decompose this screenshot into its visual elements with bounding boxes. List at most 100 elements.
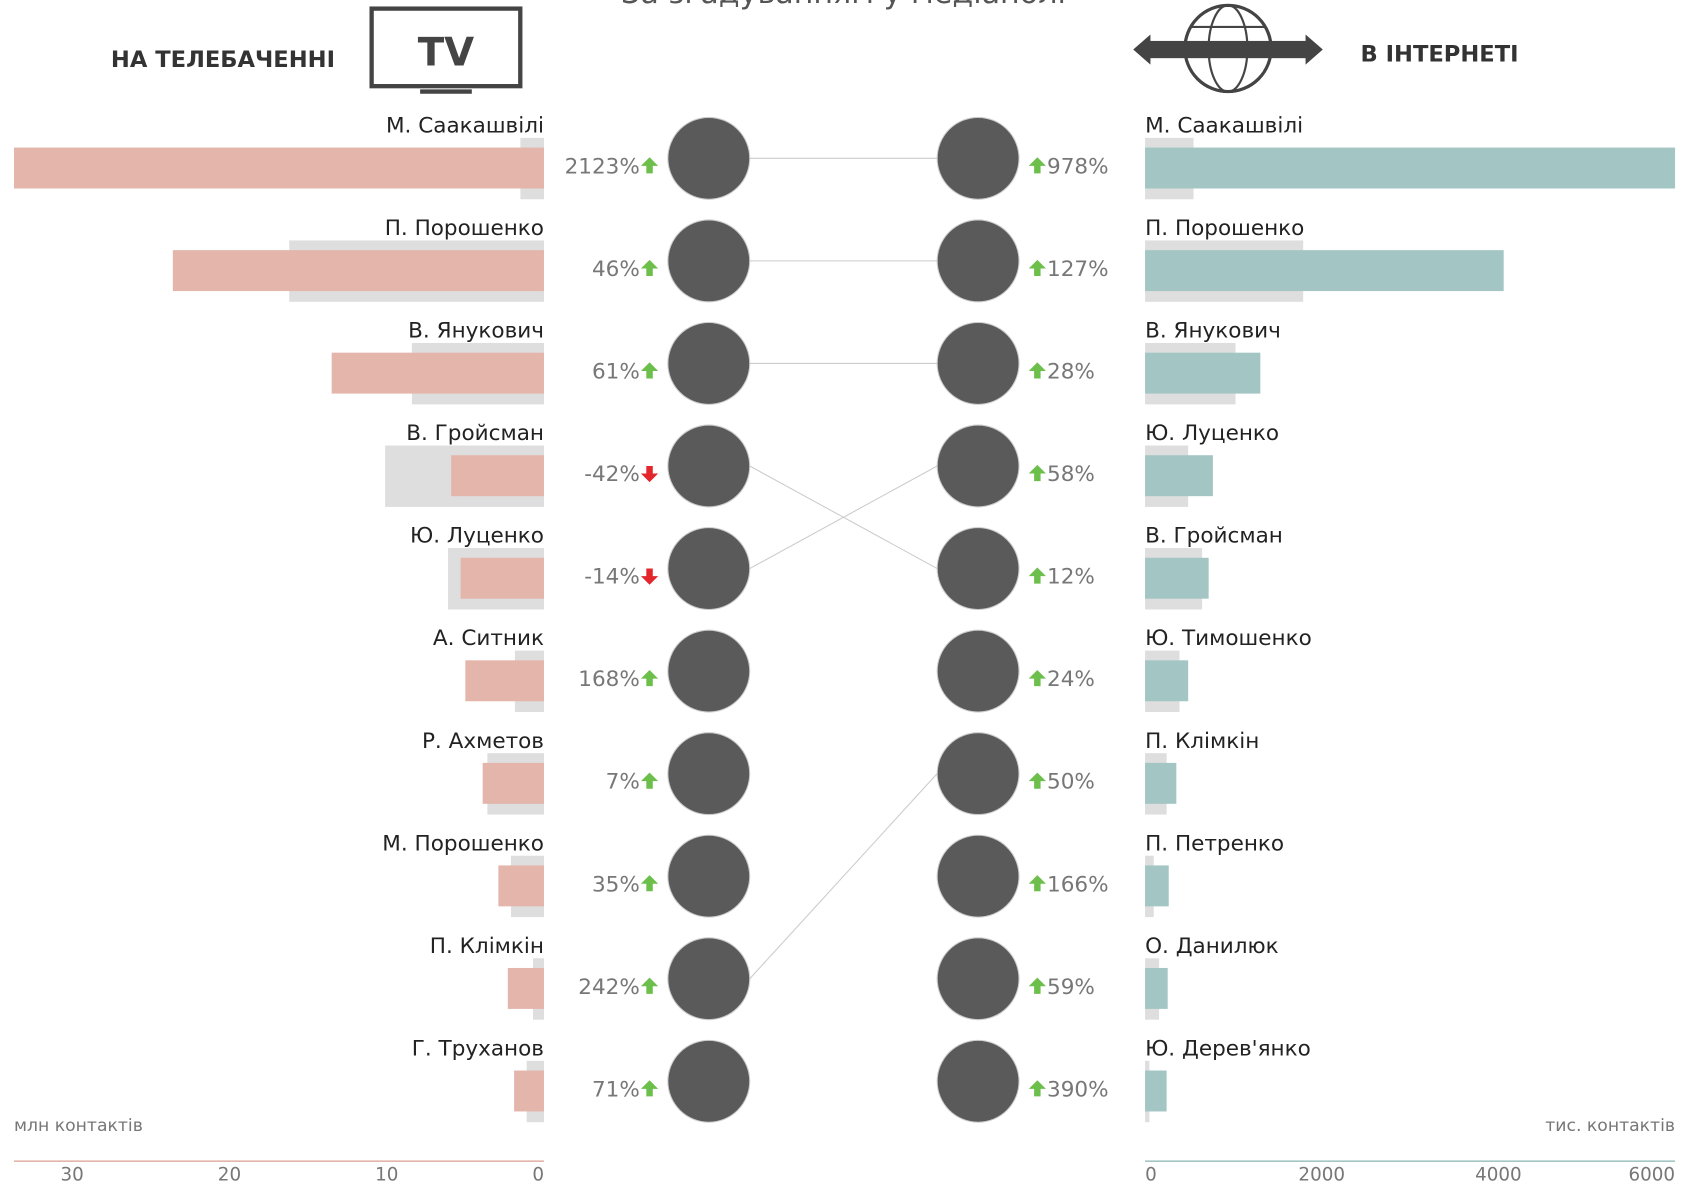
- person-name: М. Саакашвілі: [1145, 113, 1303, 138]
- bar: [498, 865, 544, 906]
- change-label: 7%: [606, 770, 640, 795]
- connector-layer: [750, 158, 937, 978]
- change-label: 12%: [1047, 565, 1095, 590]
- change-label: 166%: [1047, 872, 1109, 897]
- person-name: Ю. Тимошенко: [1145, 626, 1312, 651]
- portrait: [937, 630, 1019, 712]
- title: За згадуванням у медіаполі: [621, 0, 1066, 11]
- portrait: [668, 528, 750, 610]
- portrait: [937, 835, 1019, 917]
- bar: [1145, 1071, 1167, 1112]
- portrait: [937, 528, 1019, 610]
- portrait: [668, 630, 750, 712]
- bar: [461, 558, 544, 599]
- portrait: [937, 220, 1019, 302]
- change-arrow: [1029, 465, 1046, 481]
- portrait: [668, 938, 750, 1020]
- change-arrow: [1029, 773, 1046, 789]
- bar: [1145, 353, 1260, 394]
- change-label: 58%: [1047, 462, 1095, 487]
- change-label: 168%: [578, 667, 640, 692]
- canvas: За згадуванням у медіаполі НА ТЕЛЕБАЧЕНН…: [14, 0, 1675, 1181]
- change-arrow: [641, 978, 658, 994]
- portrait: [937, 733, 1019, 815]
- x-tick-label: 20: [218, 1165, 241, 1181]
- change-label: 2123%: [565, 154, 640, 179]
- person-name: В. Янукович: [408, 319, 544, 344]
- person-name: В. Гройсман: [1145, 524, 1283, 549]
- change-label: 24%: [1047, 667, 1095, 692]
- change-label: 59%: [1047, 975, 1095, 1000]
- tv-unit: млн контактів: [14, 1116, 143, 1136]
- change-arrow: [641, 670, 658, 686]
- change-label: -42%: [584, 462, 640, 487]
- bar: [1145, 148, 1675, 189]
- person-name: О. Данилюк: [1145, 934, 1279, 959]
- bar: [14, 148, 544, 189]
- bar: [1145, 763, 1176, 804]
- tv-label: TV: [418, 31, 474, 76]
- portrait: [668, 1040, 750, 1122]
- change-arrow: [641, 1080, 658, 1096]
- change-arrow: [1029, 875, 1046, 891]
- change-arrow: [1029, 362, 1046, 378]
- change-arrow: [1029, 1080, 1046, 1096]
- internet-heading: В ІНТЕРНЕТІ: [1361, 41, 1519, 67]
- bar: [1145, 660, 1188, 701]
- portrait: [668, 733, 750, 815]
- change-arrow: [641, 362, 658, 378]
- change-label: 242%: [578, 975, 640, 1000]
- person-name: П. Петренко: [1145, 831, 1284, 856]
- bar: [514, 1071, 544, 1112]
- tv-heading: НА ТЕЛЕБАЧЕННІ: [111, 47, 335, 73]
- person-name: Г. Труханов: [412, 1036, 544, 1061]
- bar: [1145, 558, 1209, 599]
- person-name: П. Порошенко: [1145, 216, 1304, 241]
- bar: [173, 250, 544, 291]
- person-name: Ю. Луценко: [1145, 421, 1279, 446]
- bar: [483, 763, 544, 804]
- change-label: -14%: [584, 565, 640, 590]
- person-name: А. Ситник: [433, 626, 544, 651]
- person-name: Р. Ахметов: [422, 729, 544, 754]
- person-name: М. Саакашвілі: [386, 113, 544, 138]
- x-tick-label: 30: [61, 1165, 84, 1181]
- change-label: 390%: [1047, 1077, 1109, 1102]
- bar: [1145, 455, 1213, 496]
- x-tick-label: 0: [532, 1165, 544, 1181]
- person-name: П. Клімкін: [430, 934, 544, 959]
- x-tick-label: 4000: [1475, 1165, 1522, 1181]
- x-tick-label: 2000: [1298, 1165, 1345, 1181]
- change-arrow: [641, 157, 658, 173]
- change-arrow: [1029, 260, 1046, 276]
- bar: [1145, 250, 1504, 291]
- person-name: В. Янукович: [1145, 319, 1281, 344]
- connector: [750, 774, 937, 979]
- internet-unit: тис. контактів: [1545, 1116, 1675, 1136]
- change-label: 61%: [592, 360, 640, 385]
- person-name: Ю. Луценко: [410, 524, 544, 549]
- x-tick-label: 6000: [1628, 1165, 1675, 1181]
- portrait: [668, 323, 750, 405]
- x-tick-label: 0: [1145, 1165, 1157, 1181]
- portrait: [668, 220, 750, 302]
- change-arrow: [641, 875, 658, 891]
- bar: [508, 968, 544, 1009]
- change-label: 28%: [1047, 360, 1095, 385]
- change-label: 35%: [592, 872, 640, 897]
- person-name: Ю. Дерев'янко: [1145, 1036, 1311, 1061]
- bar: [451, 455, 544, 496]
- change-arrow: [1029, 670, 1046, 686]
- infographic: За згадуванням у медіаполі НА ТЕЛЕБАЧЕНН…: [0, 0, 1689, 1181]
- change-arrow: [641, 569, 658, 585]
- change-arrow: [1029, 567, 1046, 583]
- portrait: [668, 425, 750, 507]
- bar: [332, 353, 544, 394]
- change-arrow: [641, 773, 658, 789]
- portrait: [937, 117, 1019, 199]
- change-arrow: [641, 260, 658, 276]
- globe-icon: [1133, 5, 1323, 91]
- bar: [465, 660, 544, 701]
- bar: [1145, 865, 1169, 906]
- person-name: П. Порошенко: [385, 216, 544, 241]
